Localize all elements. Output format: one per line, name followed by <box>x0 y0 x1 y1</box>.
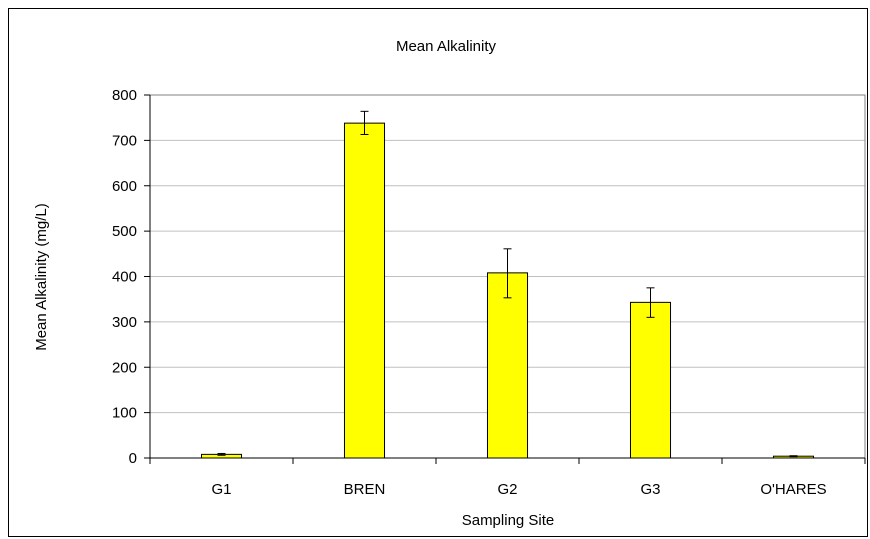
bar-g3 <box>629 301 672 459</box>
x-axis-label: Sampling Site <box>462 512 555 529</box>
y-tick-label-700: 700 <box>112 132 137 149</box>
x-tick-label-g2: G2 <box>497 481 517 498</box>
y-tick-label-600: 600 <box>112 178 137 195</box>
bar-bren <box>343 122 386 459</box>
y-tick-label-0: 0 <box>129 450 137 467</box>
error-bar-g3 <box>646 287 655 318</box>
y-tick-label-200: 200 <box>112 359 137 376</box>
y-tick-label-300: 300 <box>112 314 137 331</box>
chart-frame <box>8 8 868 537</box>
grid-lines <box>150 94 865 414</box>
y-tick-label-500: 500 <box>112 223 137 240</box>
bar-g2 <box>486 272 529 459</box>
y-tick-label-800: 800 <box>112 87 137 104</box>
chart-title: Mean Alkalinity <box>396 38 497 55</box>
error-bar-o-hares <box>789 455 798 458</box>
y-axis-ticks: 0 100 200 300 400 500 600 700 800 <box>112 87 150 467</box>
x-axis-ticks: G1 BREN G2 G3 O'HARES <box>149 458 866 498</box>
y-axis-label: Mean Alkalinity (mg/L) <box>33 203 50 351</box>
error-bars <box>217 110 798 458</box>
y-tick-label-400: 400 <box>112 269 137 286</box>
x-tick-label-g1: G1 <box>211 481 231 498</box>
error-bar-g1 <box>217 452 226 456</box>
error-bar-bren <box>360 110 369 135</box>
x-tick-label-g3: G3 <box>640 481 660 498</box>
y-tick-label-100: 100 <box>112 405 137 422</box>
error-bar-g2 <box>503 248 512 299</box>
bars <box>200 122 815 459</box>
x-tick-label-o-hares: O'HARES <box>760 481 826 498</box>
x-tick-label-bren: BREN <box>344 481 386 498</box>
